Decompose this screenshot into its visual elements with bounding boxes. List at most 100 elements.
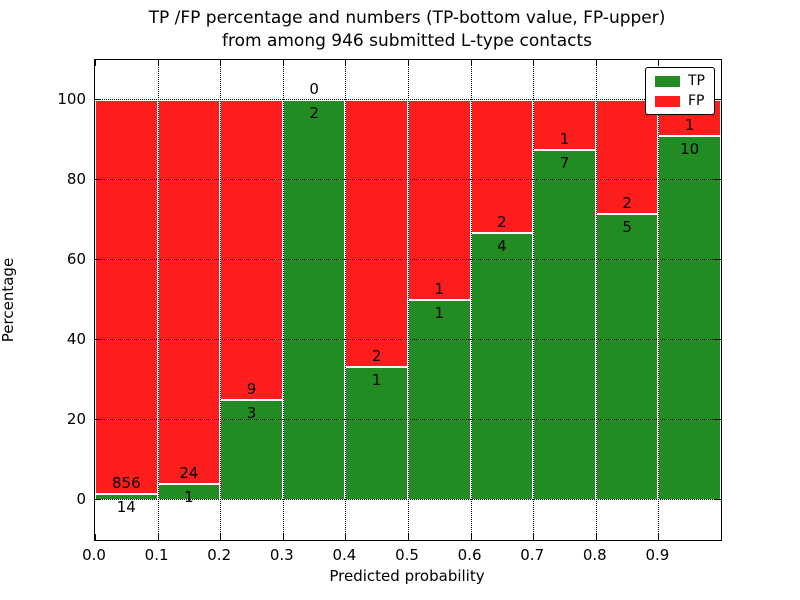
gridline-v-3 <box>282 60 284 540</box>
y-tick-right-60 <box>715 259 721 260</box>
x-tick-label-0.4: 0.4 <box>332 546 357 564</box>
y-tick-label-0: 0 <box>76 490 86 508</box>
tp-count-label-7: 7 <box>559 154 570 172</box>
fp-legend-swatch <box>655 95 680 107</box>
y-tick-label-100: 100 <box>57 90 86 108</box>
x-tick-label-0.9: 0.9 <box>645 546 670 564</box>
x-tick-bottom-6 <box>470 534 472 540</box>
y-tick-left-60 <box>95 259 101 260</box>
y-tick-left-20 <box>95 419 101 420</box>
x-tick-label-0.8: 0.8 <box>582 546 607 564</box>
y-tick-right-20 <box>715 419 721 420</box>
gridline-v-7 <box>533 60 535 540</box>
tp-count-label-6: 4 <box>497 237 507 256</box>
tp-count-label-5: 1 <box>434 304 445 322</box>
fp-count-label-2: 9 <box>246 380 257 398</box>
x-tick-top-7 <box>533 60 535 66</box>
legend-item-fp: FP <box>655 94 705 108</box>
fp-bar-segment-0 <box>95 100 158 494</box>
x-tick-top-0 <box>95 60 96 66</box>
tp-bar-segment-3 <box>282 100 346 500</box>
fp-count-label-9: 1 <box>684 116 695 135</box>
gridline-v-4 <box>345 60 347 540</box>
fp-bar-segment-5 <box>408 100 471 300</box>
tp-bar-segment-6 <box>470 233 534 500</box>
chart-title-line2: from among 946 submitted L-type contacts <box>221 31 592 51</box>
y-tick-left-100 <box>95 99 101 100</box>
fp-count-label-8: 2 <box>622 194 632 213</box>
x-tick-top-1 <box>157 60 159 66</box>
gridline-v-1 <box>157 60 159 540</box>
x-tick-label-0.1: 0.1 <box>144 546 169 564</box>
fp-count-label-1: 24 <box>179 464 199 482</box>
legend-item-tp: TP <box>655 74 705 88</box>
fp-count-label-4: 2 <box>371 346 382 365</box>
fp-legend-label: FP <box>688 93 705 109</box>
x-axis-label: Predicted probability <box>329 567 485 585</box>
y-tick-right-0 <box>715 499 721 500</box>
x-tick-top-8 <box>595 60 597 66</box>
fp-count-label-5: 1 <box>434 280 445 298</box>
y-tick-right-40 <box>715 339 721 340</box>
fp-count-label-3: 0 <box>309 80 319 98</box>
y-tick-label-20: 20 <box>66 410 86 428</box>
y-tick-label-40: 40 <box>66 330 86 348</box>
x-tick-label-0.3: 0.3 <box>269 546 294 564</box>
tp-bar-segment-8 <box>595 214 659 500</box>
tp-bar-segment-9 <box>658 136 721 500</box>
x-tick-bottom-8 <box>595 534 597 540</box>
y-tick-right-80 <box>715 179 721 180</box>
gridline-v-5 <box>408 60 409 540</box>
x-tick-top-9 <box>658 60 660 66</box>
y-tick-label-60: 60 <box>66 250 86 268</box>
tp-bar-segment-7 <box>533 150 596 500</box>
x-tick-label-0.2: 0.2 <box>207 546 232 564</box>
gridline-v-9 <box>658 60 660 540</box>
fp-bar-segment-7 <box>533 100 596 150</box>
y-tick-label-80: 80 <box>66 170 86 188</box>
fp-count-label-7: 1 <box>559 130 570 148</box>
fp-count-label-0: 856 <box>111 473 141 492</box>
x-tick-label-0.0: 0.0 <box>82 546 106 564</box>
x-tick-label-0.7: 0.7 <box>520 546 545 564</box>
x-tick-bottom-1 <box>157 534 159 540</box>
tp-bar-segment-5 <box>408 300 471 500</box>
x-tick-bottom-3 <box>282 534 284 540</box>
x-tick-bottom-5 <box>408 534 409 540</box>
x-tick-top-3 <box>282 60 284 66</box>
y-tick-left-0 <box>95 499 101 500</box>
tp-count-label-4: 1 <box>371 370 382 389</box>
fp-bar-segment-8 <box>595 100 659 215</box>
chart-title: TP /FP percentage and numbers (TP-bottom… <box>94 7 720 53</box>
legend: TP FP <box>645 67 715 115</box>
x-tick-bottom-0 <box>95 534 96 540</box>
gridline-v-2 <box>220 60 222 540</box>
y-tick-left-40 <box>95 339 101 340</box>
x-tick-bottom-7 <box>533 534 535 540</box>
x-tick-bottom-9 <box>658 534 660 540</box>
tp-count-label-1: 1 <box>184 488 194 506</box>
x-tick-top-4 <box>345 60 347 66</box>
tp-legend-label: TP <box>688 73 705 89</box>
fp-bar-segment-4 <box>345 100 408 367</box>
y-tick-left-80 <box>95 179 101 180</box>
tp-legend-swatch <box>655 75 680 87</box>
x-tick-bottom-4 <box>345 534 347 540</box>
tp-count-label-8: 5 <box>622 218 632 237</box>
tp-count-label-2: 3 <box>246 404 257 422</box>
x-tick-label-0.5: 0.5 <box>395 546 419 564</box>
plot-area: 856 14 24 1 9 3 0 2 2 1 1 1 2 4 1 7 2 5 1 10 TP FP <box>94 59 722 541</box>
fp-bar-segment-1 <box>157 100 221 484</box>
y-axis-label: Percentage <box>0 257 17 343</box>
x-tick-top-5 <box>408 60 409 66</box>
x-tick-bottom-2 <box>220 534 222 540</box>
tp-count-label-3: 2 <box>309 104 319 122</box>
x-tick-top-6 <box>470 60 472 66</box>
gridline-v-8 <box>595 60 597 540</box>
y-tick-right-100 <box>715 99 721 100</box>
tp-count-label-9: 10 <box>680 140 700 159</box>
x-tick-top-2 <box>220 60 222 66</box>
gridline-v-6 <box>470 60 472 540</box>
fp-count-label-6: 2 <box>497 213 507 232</box>
